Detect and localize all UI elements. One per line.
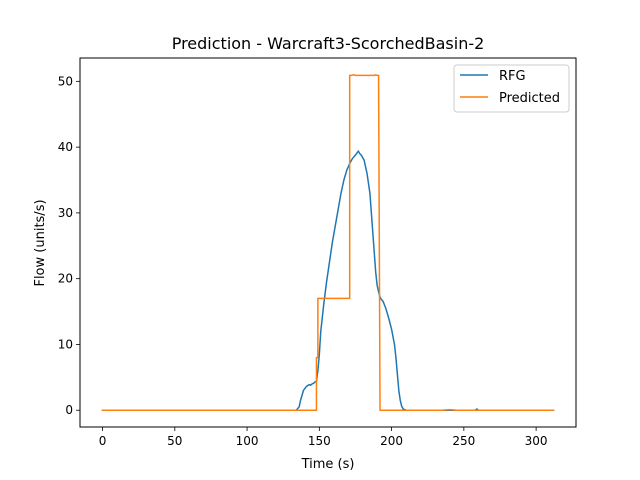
x-axis-ticks: 0 50 100 150 200 250 300 <box>99 427 548 448</box>
y-axis-label: Flow (units/s) <box>33 199 48 286</box>
x-tick-label: 0 <box>99 434 107 448</box>
x-tick-label: 200 <box>380 434 403 448</box>
y-axis-ticks: 0 10 20 30 40 50 <box>58 74 80 417</box>
y-tick-label: 0 <box>65 403 73 417</box>
x-tick-label: 100 <box>236 434 259 448</box>
y-tick-label: 30 <box>58 206 73 220</box>
chart-title: Prediction - Warcraft3-ScorchedBasin-2 <box>172 34 485 53</box>
plot-frame <box>79 57 577 428</box>
y-tick-label: 20 <box>58 272 73 286</box>
legend-label-rfg: RFG <box>499 69 526 84</box>
legend: RFG Predicted <box>453 64 570 113</box>
y-tick-label: 50 <box>58 74 73 88</box>
x-tick-label: 250 <box>452 434 475 448</box>
x-tick-label: 150 <box>308 434 331 448</box>
y-tick-label: 40 <box>58 140 73 154</box>
x-tick-label: 50 <box>167 434 182 448</box>
y-tick-label: 10 <box>58 337 73 351</box>
legend-label-predicted: Predicted <box>499 91 560 106</box>
series-layer <box>101 74 555 411</box>
x-axis-label: Time (s) <box>301 457 355 472</box>
series-line-predicted <box>101 74 555 411</box>
x-tick-label: 300 <box>525 434 548 448</box>
legend-box <box>453 64 570 113</box>
